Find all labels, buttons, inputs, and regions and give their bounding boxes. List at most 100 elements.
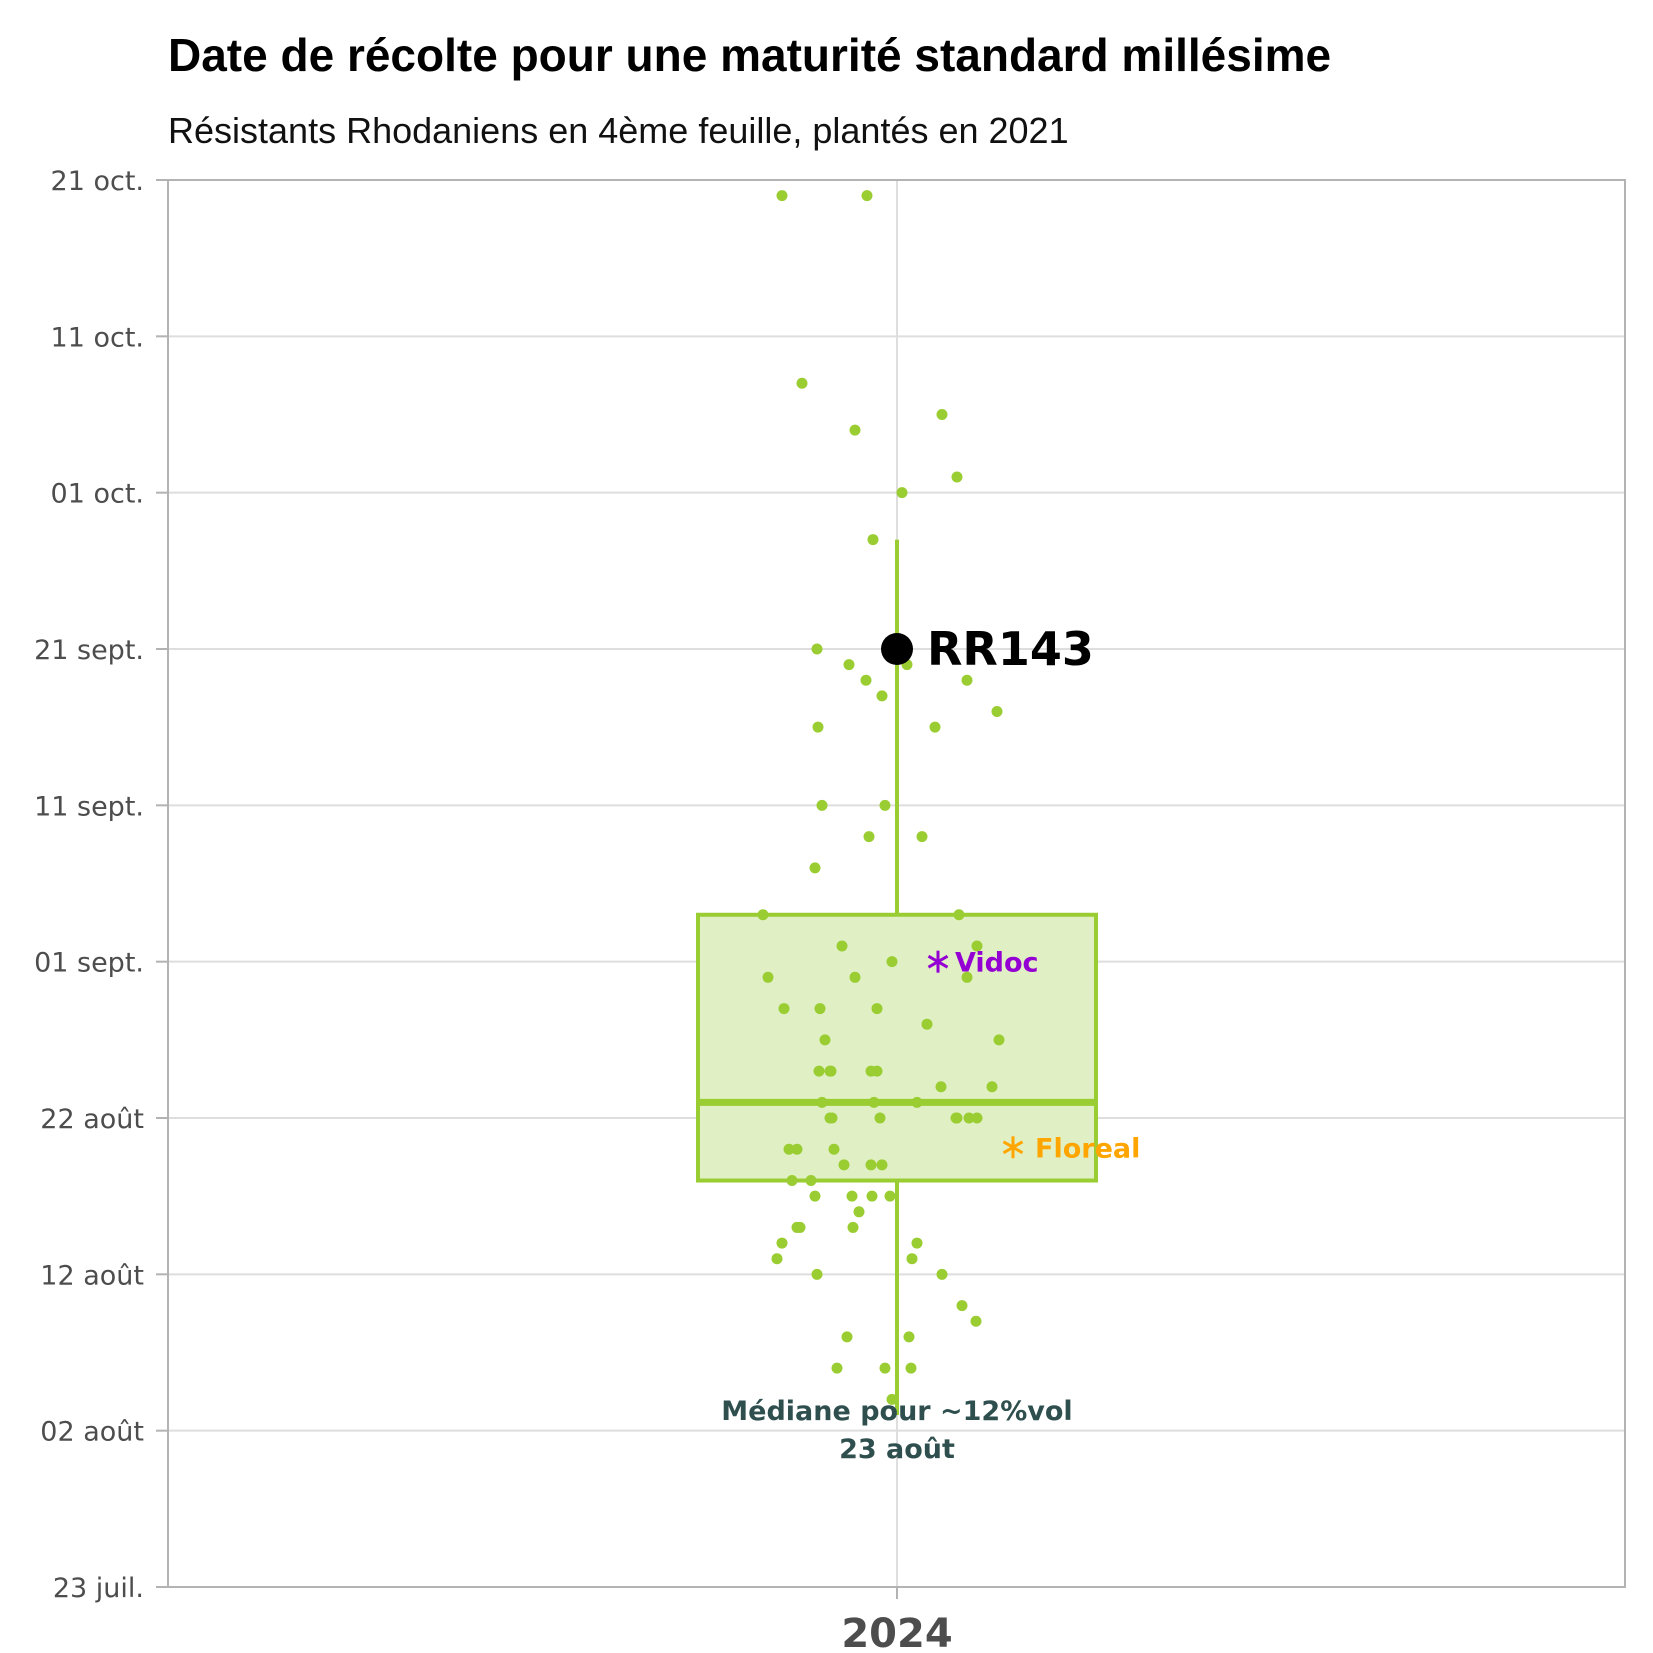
data-point xyxy=(911,1237,923,1249)
data-point xyxy=(991,706,1003,718)
data-point xyxy=(936,409,948,420)
data-point xyxy=(796,377,808,389)
annotation-median-line2: 23 août xyxy=(839,1434,955,1465)
data-point xyxy=(953,909,965,921)
data-point xyxy=(805,1175,817,1187)
data-point xyxy=(886,1393,898,1405)
data-point xyxy=(786,1175,798,1187)
y-tick-label: 02 août xyxy=(40,1417,144,1448)
data-point xyxy=(771,1253,783,1265)
data-point xyxy=(816,1096,828,1108)
data-point xyxy=(809,862,821,874)
data-point xyxy=(778,1003,790,1015)
data-point xyxy=(776,190,788,202)
y-tick-label: 12 août xyxy=(40,1260,144,1291)
data-point xyxy=(876,690,888,702)
data-point xyxy=(879,1362,891,1374)
highlight-point-rr143 xyxy=(881,633,913,665)
data-point xyxy=(828,1143,840,1155)
x-tick-label: 2024 xyxy=(841,1611,952,1653)
data-point xyxy=(911,1096,923,1108)
data-point xyxy=(867,534,879,546)
data-point xyxy=(866,1190,878,1202)
data-point xyxy=(903,1331,915,1343)
data-point xyxy=(874,1112,886,1124)
data-point xyxy=(836,940,848,952)
data-point xyxy=(993,1034,1005,1046)
data-point xyxy=(843,659,855,671)
data-point xyxy=(814,1003,826,1015)
data-point xyxy=(961,971,973,983)
data-point xyxy=(811,643,823,655)
data-point xyxy=(956,1300,968,1312)
data-point xyxy=(826,1112,838,1124)
data-point xyxy=(986,1081,998,1093)
data-point xyxy=(783,1143,795,1155)
y-tick-label: 11 oct. xyxy=(51,322,144,353)
data-point xyxy=(868,1096,880,1108)
data-point xyxy=(819,1034,831,1046)
y-tick-label: 21 oct. xyxy=(51,166,144,197)
data-point xyxy=(971,1112,983,1124)
data-point xyxy=(865,1159,877,1171)
highlight-label-rr143: RR143 xyxy=(927,622,1094,676)
data-point xyxy=(961,674,973,686)
box-iqr xyxy=(696,912,1098,1183)
data-point xyxy=(860,674,872,686)
data-point xyxy=(871,1065,883,1077)
data-point xyxy=(853,1206,865,1218)
data-point xyxy=(809,1190,821,1202)
highlight-label-vidoc: Vidoc xyxy=(955,948,1039,979)
data-point xyxy=(861,190,873,202)
data-point xyxy=(963,1112,975,1124)
highlight-marker-vidoc xyxy=(927,954,949,969)
data-point xyxy=(971,940,983,952)
y-tick-label: 23 juil. xyxy=(53,1573,144,1604)
data-point xyxy=(811,1268,823,1280)
data-point xyxy=(879,799,891,811)
data-point xyxy=(849,424,861,436)
data-point xyxy=(929,721,941,733)
y-tick-label: 21 sept. xyxy=(34,635,144,666)
y-tick-label: 01 sept. xyxy=(34,948,144,979)
highlight-marker-floreal xyxy=(1002,1140,1024,1155)
annotation-median-line1: Médiane pour ~12%vol xyxy=(721,1396,1072,1427)
data-point xyxy=(935,1081,947,1093)
data-point xyxy=(776,1237,788,1249)
data-point xyxy=(951,471,963,483)
y-tick-label: 11 sept. xyxy=(34,791,144,822)
data-point xyxy=(791,1221,803,1233)
data-point xyxy=(841,1331,853,1343)
highlight-label-floreal: Floreal xyxy=(1035,1133,1140,1164)
data-point xyxy=(863,831,875,843)
data-point xyxy=(812,721,824,733)
data-point xyxy=(757,909,769,921)
data-point xyxy=(825,1065,837,1077)
data-point xyxy=(847,1221,859,1233)
data-point xyxy=(831,1362,843,1374)
data-point xyxy=(916,831,928,843)
data-point xyxy=(791,1143,803,1155)
data-point xyxy=(906,1253,918,1265)
data-point xyxy=(936,1268,948,1280)
data-point xyxy=(970,1315,982,1327)
data-point xyxy=(921,1018,933,1030)
y-tick-label: 01 oct. xyxy=(51,479,144,510)
data-point xyxy=(950,1112,962,1124)
data-point xyxy=(871,1003,883,1015)
chart-subtitle: Résistants Rhodaniens en 4ème feuille, p… xyxy=(168,110,1069,151)
data-point xyxy=(846,1190,858,1202)
data-point xyxy=(816,799,828,811)
chart-title: Date de récolte pour une maturité standa… xyxy=(168,29,1332,81)
data-point xyxy=(876,1159,888,1171)
y-tick-label: 22 août xyxy=(40,1104,144,1135)
data-point xyxy=(884,1190,896,1202)
data-point xyxy=(905,1362,917,1374)
data-point xyxy=(813,1065,825,1077)
data-point xyxy=(896,487,908,499)
data-point xyxy=(762,971,774,983)
data-point xyxy=(849,971,861,983)
data-point xyxy=(886,956,898,968)
data-point xyxy=(838,1159,850,1171)
